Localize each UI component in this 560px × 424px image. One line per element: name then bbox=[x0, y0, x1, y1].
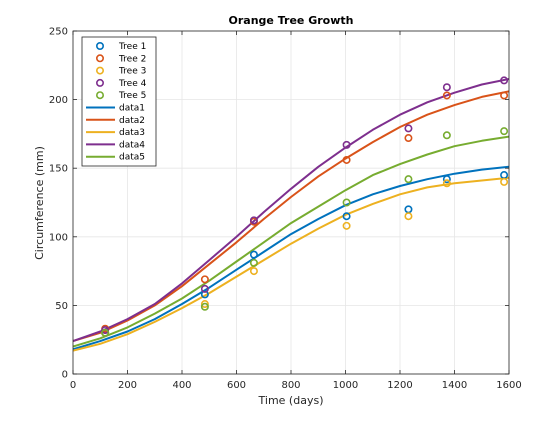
legend-marker-tree-5 bbox=[96, 91, 105, 100]
legend-label-data2: data2 bbox=[119, 116, 145, 126]
plot-layer bbox=[73, 76, 509, 352]
data-point-tree-1 bbox=[442, 175, 451, 184]
x-tick-label: 1400 bbox=[442, 380, 467, 391]
data-point-tree-4 bbox=[249, 216, 258, 225]
data-point-tree-5 bbox=[200, 302, 209, 311]
data-point-tree-5 bbox=[249, 258, 258, 267]
legend-label-tree-4: Tree 4 bbox=[118, 79, 147, 89]
data-point-tree-4 bbox=[342, 140, 351, 149]
y-tick-label: 100 bbox=[49, 232, 68, 243]
data-point-tree-3 bbox=[342, 221, 351, 230]
data-point-tree-1 bbox=[249, 250, 258, 259]
legend-label-tree-3: Tree 3 bbox=[118, 67, 146, 77]
data-point-tree-2 bbox=[342, 155, 351, 164]
legend-label-data3: data3 bbox=[119, 128, 145, 138]
x-tick-label: 1600 bbox=[496, 380, 521, 391]
series-line-data1 bbox=[73, 165, 509, 351]
data-point-tree-3 bbox=[200, 300, 209, 309]
y-tick-label: 50 bbox=[55, 301, 68, 312]
x-tick-label: 0 bbox=[70, 380, 76, 391]
x-tick-label: 200 bbox=[118, 380, 137, 391]
legend-marker-tree-3 bbox=[96, 66, 105, 75]
x-tick-label: 400 bbox=[172, 380, 191, 391]
series-line-data2 bbox=[73, 90, 509, 343]
legend: Tree 1 Tree 2 Tree 3 Tree 4 Tree 5 data1 data2… bbox=[81, 36, 157, 167]
series-line-data4 bbox=[73, 78, 509, 343]
legend-label-tree-2: Tree 2 bbox=[118, 54, 146, 64]
x-tick-label: 600 bbox=[227, 380, 246, 391]
chart-title: Orange Tree Growth bbox=[229, 14, 354, 27]
data-point-tree-4 bbox=[442, 83, 451, 92]
legend-marker-tree-2 bbox=[96, 54, 105, 63]
data-point-tree-5 bbox=[101, 328, 110, 337]
x-tick-label: 1000 bbox=[333, 380, 358, 391]
data-point-tree-4 bbox=[404, 124, 413, 133]
legend-label-data1: data1 bbox=[119, 104, 145, 114]
data-point-tree-2 bbox=[404, 134, 413, 143]
y-tick-label: 200 bbox=[49, 95, 68, 106]
data-point-tree-5 bbox=[442, 131, 451, 140]
data-point-tree-4 bbox=[101, 326, 110, 335]
x-tick-label: 1200 bbox=[387, 380, 412, 391]
y-tick-label: 150 bbox=[49, 164, 68, 175]
legend-label-data5: data5 bbox=[119, 153, 145, 163]
data-point-tree-2 bbox=[442, 91, 451, 100]
data-point-tree-2 bbox=[500, 91, 509, 100]
y-axis-label: Circumference (mm) bbox=[33, 146, 46, 260]
legend-marker-tree-4 bbox=[96, 78, 105, 87]
data-point-tree-1 bbox=[342, 212, 351, 221]
axes-layer: 0 200 400 600 800 1000 1200 1400 1600 0 50 100 150 20… bbox=[49, 27, 522, 392]
series-line-data5 bbox=[73, 135, 509, 348]
series-line-data3 bbox=[73, 176, 509, 352]
y-tick-label: 0 bbox=[62, 370, 68, 381]
data-point-tree-3 bbox=[442, 179, 451, 188]
legend-label-tree-5: Tree 5 bbox=[118, 91, 146, 101]
legend-marker-tree-1 bbox=[96, 41, 105, 50]
x-axis-label: Time (days) bbox=[258, 394, 324, 407]
data-point-tree-4 bbox=[200, 284, 209, 293]
legend-label-data4: data4 bbox=[119, 140, 145, 150]
data-point-tree-5 bbox=[500, 127, 509, 136]
data-point-tree-3 bbox=[500, 177, 509, 186]
data-point-tree-3 bbox=[404, 212, 413, 221]
data-point-tree-2 bbox=[200, 275, 209, 284]
data-point-tree-3 bbox=[249, 267, 258, 276]
x-tick-label: 800 bbox=[281, 380, 300, 391]
data-point-tree-1 bbox=[200, 290, 209, 299]
data-point-tree-5 bbox=[404, 175, 413, 184]
data-point-tree-4 bbox=[500, 76, 509, 85]
data-point-tree-5 bbox=[342, 198, 351, 207]
y-tick-label: 250 bbox=[49, 27, 68, 38]
legend-label-tree-1: Tree 1 bbox=[118, 42, 146, 52]
